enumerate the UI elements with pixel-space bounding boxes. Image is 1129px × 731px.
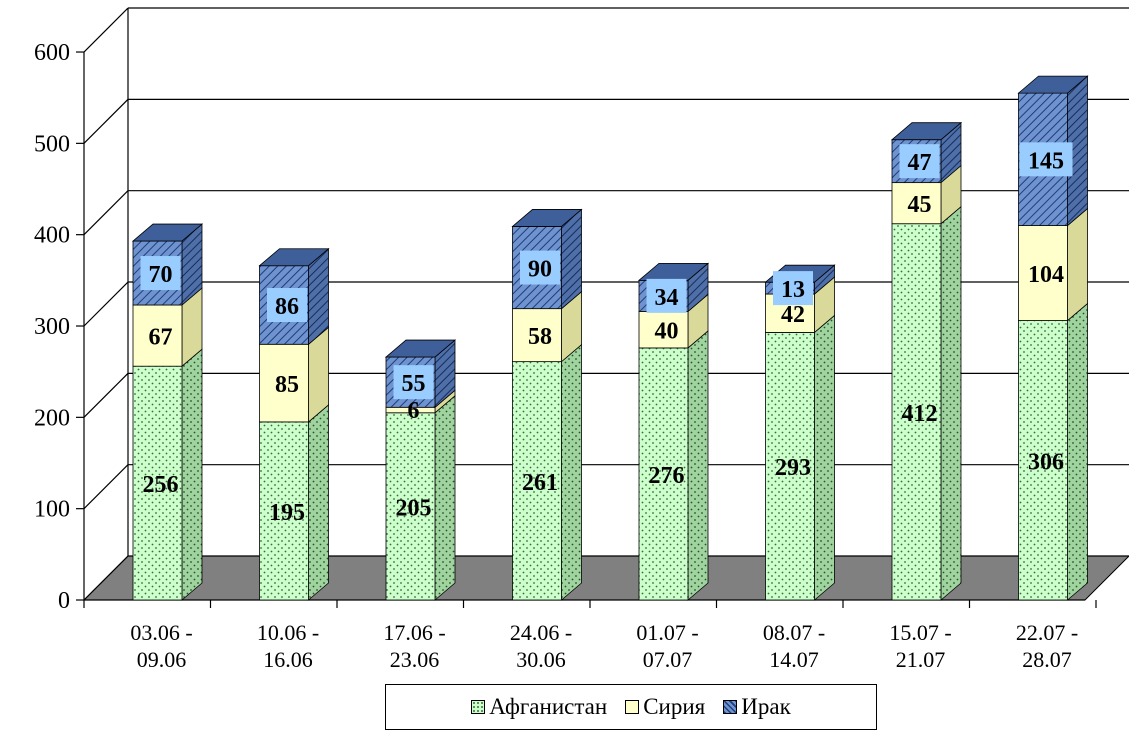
bar-top bbox=[890, 122, 963, 141]
data-label-syria: 85 bbox=[275, 372, 299, 398]
bar-segment-afghanistan bbox=[638, 330, 709, 601]
y-tick-label: 0 bbox=[58, 588, 70, 614]
bar-segment-syria bbox=[259, 326, 329, 423]
data-label-syria: 45 bbox=[908, 192, 932, 218]
side-gridline bbox=[83, 281, 129, 327]
legend-swatch-iraq bbox=[723, 700, 738, 714]
side-gridline bbox=[83, 464, 129, 510]
x-tick-label: 14.07 bbox=[769, 647, 819, 672]
bar-segment-syria bbox=[1018, 207, 1088, 322]
bar-segment-afghanistan bbox=[385, 394, 456, 601]
x-tick-label: 07.07 bbox=[643, 647, 693, 672]
bar-segment-afghanistan bbox=[512, 343, 582, 601]
data-label-syria: 6 bbox=[408, 398, 420, 424]
bar-segment-afghanistan bbox=[765, 314, 835, 601]
legend-item-afghanistan: Афганистан bbox=[471, 694, 607, 720]
bar-top bbox=[511, 209, 583, 227]
legend-swatch-afghanistan bbox=[471, 700, 486, 714]
x-tick-label: 17.06 - bbox=[383, 620, 445, 645]
bar-segment-afghanistan bbox=[132, 348, 203, 601]
x-tick-label: 28.07 bbox=[1022, 647, 1072, 672]
data-label-iraq: 55 bbox=[402, 371, 426, 397]
data-label-syria: 40 bbox=[655, 319, 679, 345]
legend-swatch-syria bbox=[625, 700, 640, 714]
data-label-syria: 58 bbox=[528, 324, 552, 350]
side-gridline bbox=[83, 7, 129, 53]
x-tick-label: 10.06 - bbox=[257, 620, 319, 645]
bar-segment-syria bbox=[638, 293, 709, 349]
data-label-afghanistan: 412 bbox=[902, 401, 938, 427]
bars bbox=[131, 75, 1089, 601]
x-tick-label: 24.06 - bbox=[510, 620, 572, 645]
data-label-iraq: 86 bbox=[275, 294, 299, 320]
y-tick-label: 500 bbox=[34, 131, 70, 157]
data-label-box bbox=[899, 144, 940, 179]
data-label-box bbox=[1019, 142, 1073, 177]
side-gridline bbox=[83, 98, 129, 144]
x-tick-label: 09.06 bbox=[137, 647, 187, 672]
data-label-box bbox=[140, 256, 181, 291]
bar-segment-afghanistan bbox=[891, 205, 962, 601]
data-label-iraq: 145 bbox=[1028, 148, 1064, 174]
data-label-box bbox=[267, 288, 307, 323]
data-label-syria: 42 bbox=[781, 302, 805, 328]
data-label-afghanistan: 306 bbox=[1028, 449, 1064, 475]
x-tick-label: 15.07 - bbox=[889, 620, 951, 645]
y-tick-label: 400 bbox=[34, 223, 70, 249]
data-label-afghanistan: 293 bbox=[775, 455, 811, 481]
side-gridline bbox=[83, 372, 129, 418]
legend-label-afghanistan: Афганистан bbox=[489, 694, 608, 719]
side-gridline bbox=[83, 190, 129, 236]
y-tick-label: 200 bbox=[34, 405, 70, 431]
x-tick-label: 08.07 - bbox=[763, 620, 825, 645]
x-tick-label: 16.06 bbox=[263, 647, 313, 672]
data-label-afghanistan: 195 bbox=[269, 500, 305, 526]
x-tick-label: 22.07 - bbox=[1016, 620, 1078, 645]
data-label-iraq: 70 bbox=[149, 262, 173, 288]
x-tick-label: 21.07 bbox=[896, 647, 946, 672]
data-label-syria: 67 bbox=[149, 325, 173, 351]
data-label-box bbox=[520, 250, 560, 285]
side-gridline bbox=[83, 555, 129, 601]
bar-segment-afghanistan bbox=[259, 404, 329, 601]
data-label-box bbox=[773, 271, 813, 306]
x-tick-label: 23.06 bbox=[390, 647, 440, 672]
data-label-afghanistan: 256 bbox=[143, 472, 179, 498]
bar-top bbox=[131, 223, 204, 242]
bar-segment-syria bbox=[512, 290, 582, 363]
bar-top bbox=[258, 248, 330, 267]
y-tick-label: 100 bbox=[34, 497, 70, 523]
chart-floor bbox=[82, 555, 1129, 601]
x-tick-label: 03.06 - bbox=[130, 620, 192, 645]
legend-label-iraq: Ирак bbox=[741, 694, 791, 719]
bar-top bbox=[384, 339, 457, 358]
data-label-iraq: 34 bbox=[655, 285, 679, 311]
y-tick-label: 600 bbox=[34, 40, 70, 66]
data-label-box bbox=[393, 365, 434, 400]
legend-item-syria: Сирия bbox=[625, 694, 705, 720]
legend: Афганистан Сирия Ирак bbox=[385, 684, 877, 730]
axes: 0 100 200 300 400 500 600 03.06 -09.06 10.06 -16… bbox=[34, 7, 1129, 672]
labels: 2566770195858620565526158902764034293421… bbox=[140, 142, 1073, 526]
data-label-iraq: 47 bbox=[908, 150, 932, 176]
bar-top bbox=[1017, 75, 1089, 94]
data-label-afghanistan: 261 bbox=[522, 470, 558, 496]
data-label-afghanistan: 276 bbox=[649, 463, 685, 489]
data-label-iraq: 13 bbox=[781, 277, 805, 303]
data-label-afghanistan: 205 bbox=[396, 495, 432, 521]
bar-segment-syria bbox=[132, 287, 203, 368]
legend-label-syria: Сирия bbox=[643, 694, 706, 719]
data-label-box bbox=[646, 278, 687, 313]
legend-item-iraq: Ирак bbox=[723, 694, 791, 720]
x-tick-label: 30.06 bbox=[516, 647, 566, 672]
x-tick-label: 01.07 - bbox=[636, 620, 698, 645]
y-tick-label: 300 bbox=[34, 314, 70, 340]
bar-segment-afghanistan bbox=[1018, 302, 1088, 601]
data-label-syria: 104 bbox=[1028, 262, 1064, 288]
data-label-iraq: 90 bbox=[528, 257, 552, 283]
